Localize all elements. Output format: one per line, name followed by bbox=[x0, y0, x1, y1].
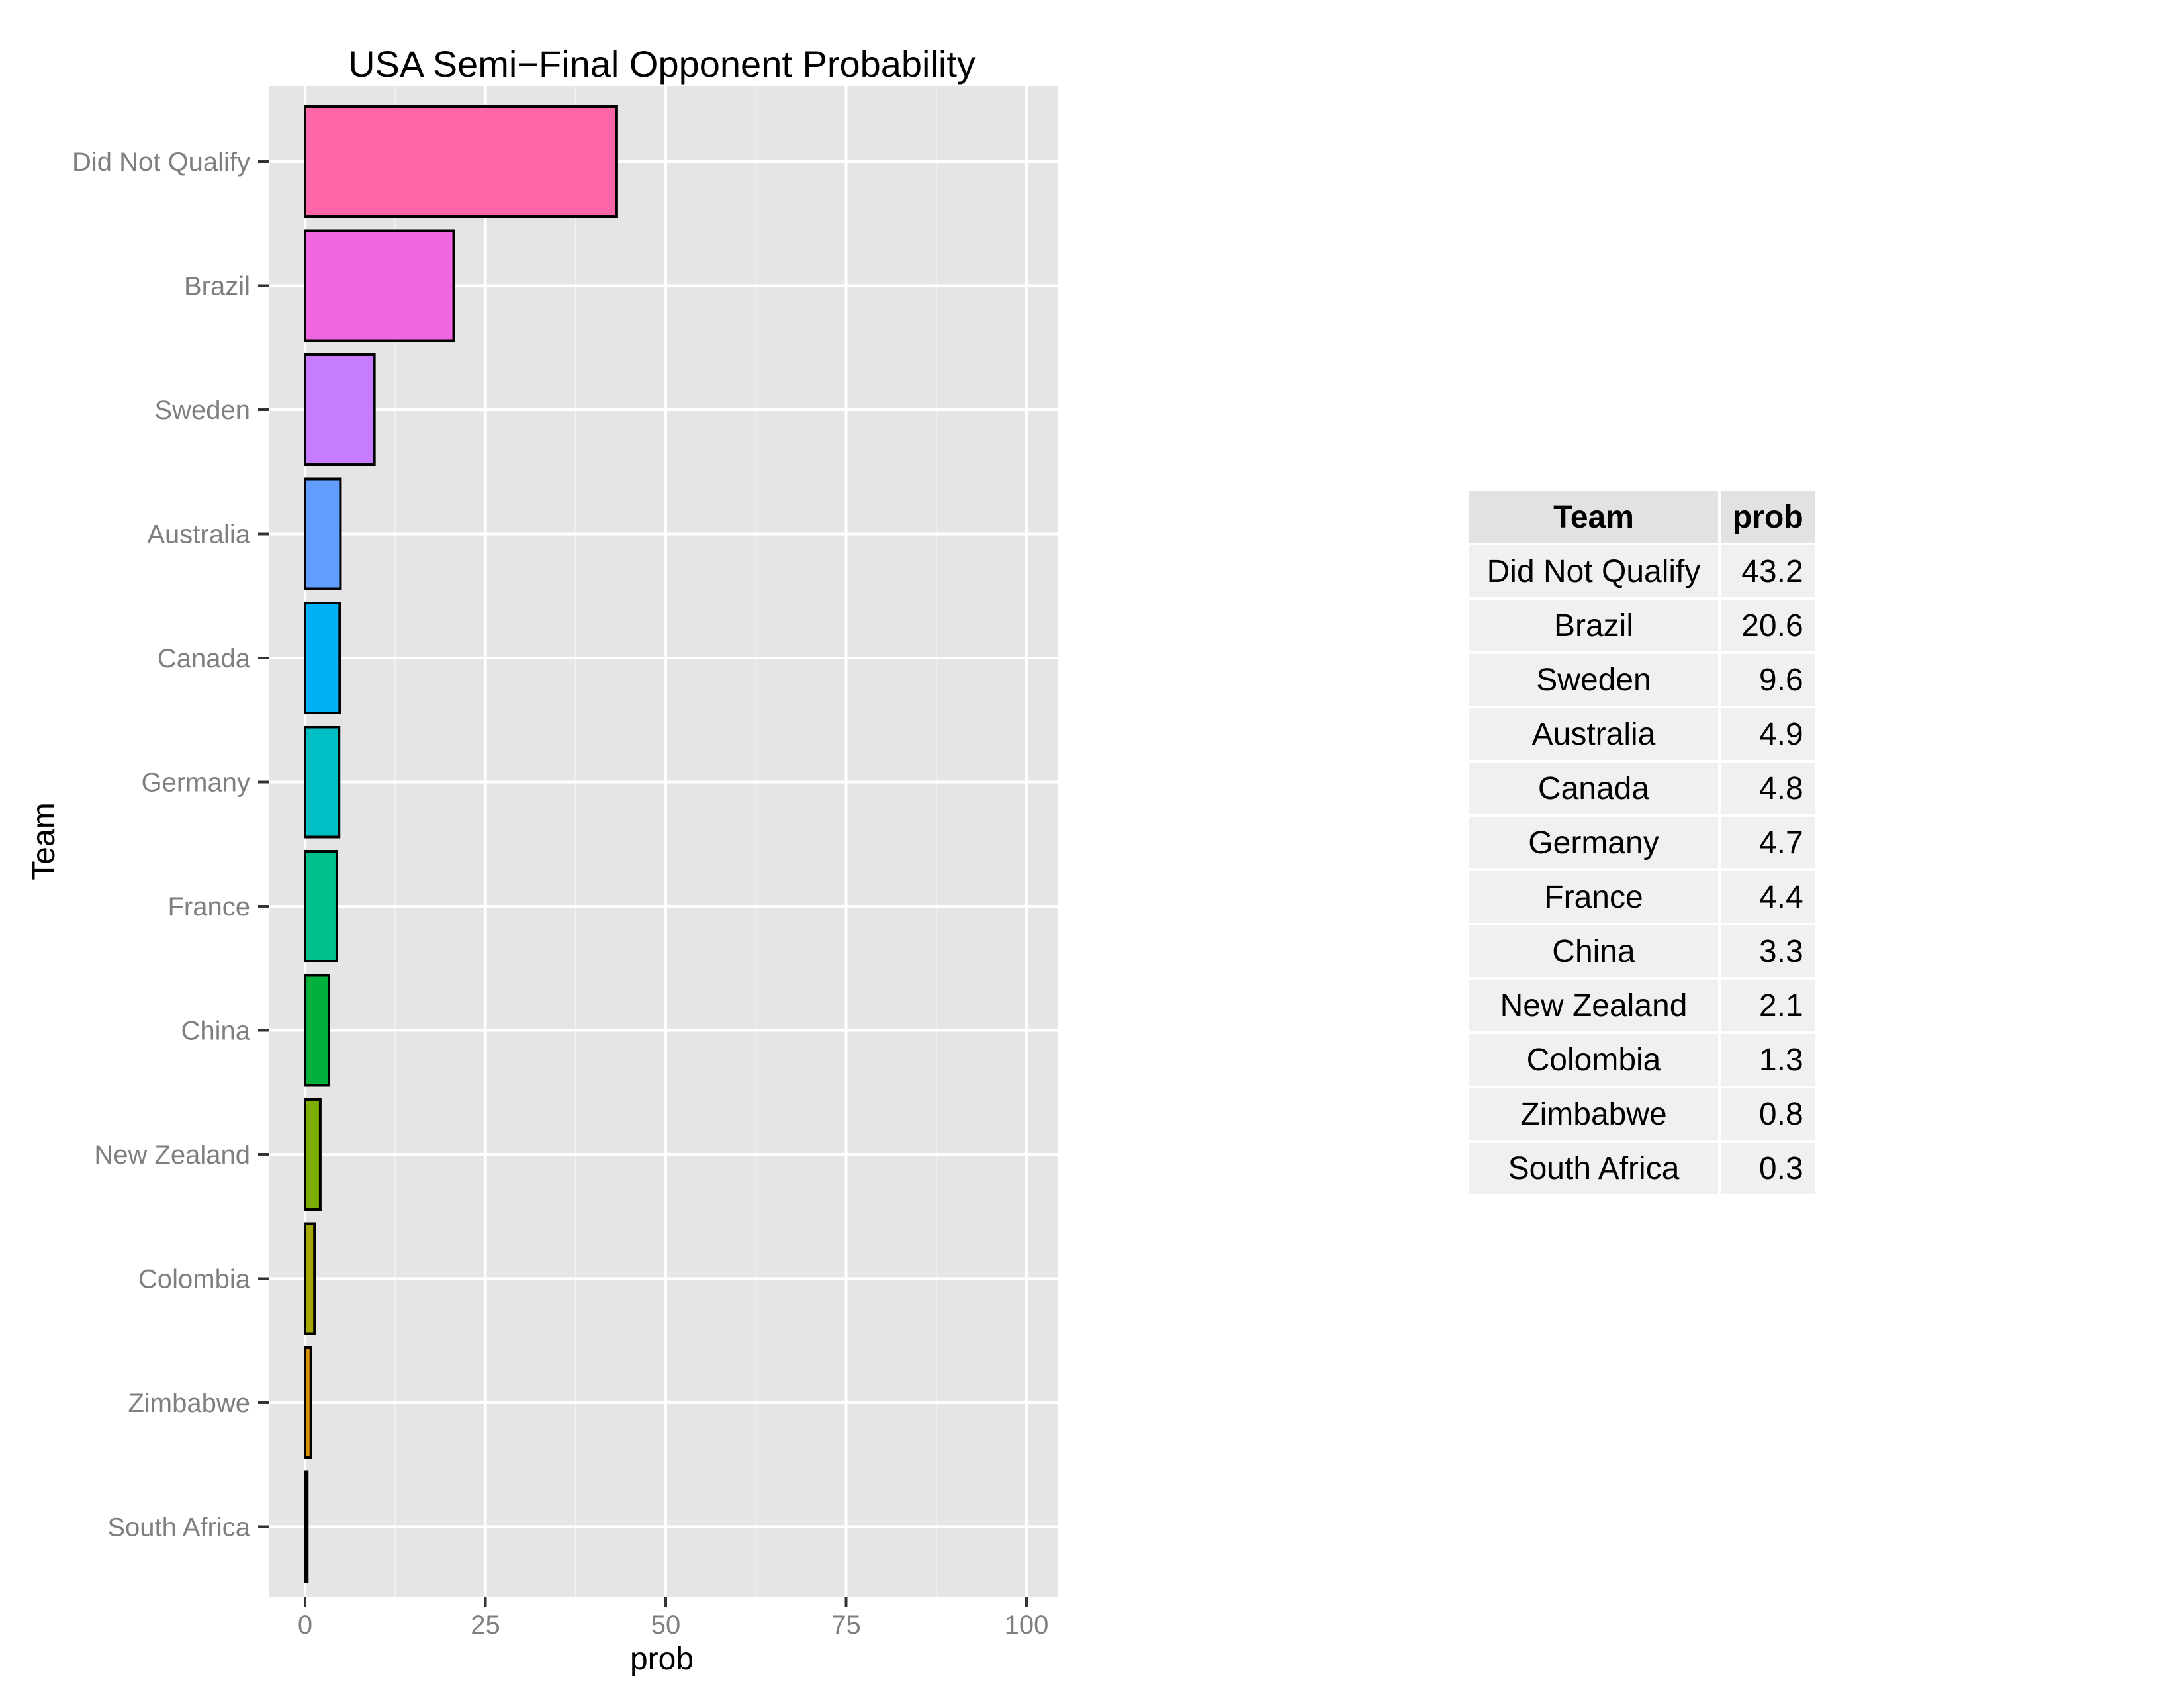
column-header-team: Team bbox=[1469, 491, 1718, 543]
table-row: Germany 4.7 bbox=[1469, 817, 1815, 868]
table-row: Canada 4.8 bbox=[1469, 763, 1815, 814]
column-header-prob: prob bbox=[1721, 491, 1815, 543]
x-tick-label: 100 bbox=[1005, 1611, 1049, 1640]
table-header-row: Team prob bbox=[1469, 491, 1815, 543]
table-body: Did Not Qualify 43.2 Brazil 20.6 Sweden 9.6 Au… bbox=[1469, 545, 1815, 1194]
x-tick-label: 25 bbox=[471, 1611, 500, 1640]
bar-germany bbox=[304, 726, 341, 839]
table-cell-team: Canada bbox=[1469, 763, 1718, 814]
table-cell-prob: 4.9 bbox=[1721, 708, 1815, 760]
bar-chart: Did Not Qualify Brazil Sweden Australia Cana… bbox=[26, 43, 1058, 1677]
table-cell-team: Did Not Qualify bbox=[1469, 545, 1718, 597]
x-tick-label: 75 bbox=[831, 1611, 861, 1640]
table-cell-prob: 9.6 bbox=[1721, 654, 1815, 706]
table-row: France 4.4 bbox=[1469, 871, 1815, 923]
y-axis: Did Not Qualify Brazil Sweden Australia Cana… bbox=[72, 148, 269, 1542]
table-cell-prob: 43.2 bbox=[1721, 545, 1815, 597]
bar-sweden bbox=[304, 353, 376, 466]
bar-australia bbox=[304, 477, 342, 590]
x-axis: 0 25 50 75 100 bbox=[298, 1597, 1049, 1640]
table-row: Did Not Qualify 43.2 bbox=[1469, 545, 1815, 597]
bar-france bbox=[304, 850, 338, 962]
table-row: Sweden 9.6 bbox=[1469, 654, 1815, 706]
table-cell-prob: 0.8 bbox=[1721, 1088, 1815, 1140]
table-row: Colombia 1.3 bbox=[1469, 1034, 1815, 1086]
y-tick-label: France bbox=[168, 892, 251, 921]
bar-new-zealand bbox=[304, 1098, 322, 1211]
bar-canada bbox=[304, 602, 341, 714]
probability-table: Team prob Did Not Qualify 43.2 Brazil 20.6 S… bbox=[1467, 489, 1818, 1197]
table-cell-team: Zimbabwe bbox=[1469, 1088, 1718, 1140]
y-tick-label: Brazil bbox=[184, 272, 250, 301]
table-row: Brazil 20.6 bbox=[1469, 600, 1815, 651]
y-tick-label: New Zealand bbox=[94, 1141, 250, 1170]
gridlines bbox=[269, 86, 1058, 1597]
x-axis-title: prob bbox=[630, 1642, 694, 1677]
table-cell-team: Germany bbox=[1469, 817, 1718, 868]
table-cell-team: Colombia bbox=[1469, 1034, 1718, 1086]
y-tick-label: Did Not Qualify bbox=[72, 148, 250, 177]
table-cell-prob: 20.6 bbox=[1721, 600, 1815, 651]
y-tick-label: Sweden bbox=[154, 396, 250, 425]
y-tick-label: Zimbabwe bbox=[128, 1389, 250, 1418]
table-row: New Zealand 2.1 bbox=[1469, 980, 1815, 1031]
table-cell-prob: 0.3 bbox=[1721, 1143, 1815, 1194]
table-cell-prob: 2.1 bbox=[1721, 980, 1815, 1031]
table-cell-prob: 3.3 bbox=[1721, 925, 1815, 977]
bar-china bbox=[304, 974, 330, 1087]
table-row: Zimbabwe 0.8 bbox=[1469, 1088, 1815, 1140]
table-cell-team: Brazil bbox=[1469, 600, 1718, 651]
bar-colombia bbox=[304, 1222, 316, 1335]
y-axis-title: Team bbox=[26, 802, 62, 880]
table-cell-prob: 4.4 bbox=[1721, 871, 1815, 923]
bar-did-not-qualify bbox=[304, 105, 618, 218]
y-tick-label: Colombia bbox=[138, 1265, 251, 1294]
y-tick-label: Canada bbox=[158, 644, 251, 673]
y-tick-label: South Africa bbox=[107, 1513, 250, 1542]
bar-brazil bbox=[304, 229, 455, 342]
table-cell-prob: 4.7 bbox=[1721, 817, 1815, 868]
bar-zimbabwe bbox=[304, 1346, 312, 1459]
x-tick-label: 50 bbox=[651, 1611, 681, 1640]
table-cell-team: New Zealand bbox=[1469, 980, 1718, 1031]
table-cell-team: Australia bbox=[1469, 708, 1718, 760]
table-row: China 3.3 bbox=[1469, 925, 1815, 977]
table-cell-team: South Africa bbox=[1469, 1143, 1718, 1194]
table-cell-prob: 4.8 bbox=[1721, 763, 1815, 814]
table-row: South Africa 0.3 bbox=[1469, 1143, 1815, 1194]
table-cell-prob: 1.3 bbox=[1721, 1034, 1815, 1086]
x-tick-label: 0 bbox=[298, 1611, 312, 1640]
chart-title: USA Semi−Final Opponent Probability bbox=[348, 43, 976, 85]
y-tick-label: Germany bbox=[142, 769, 251, 798]
y-tick-label: Australia bbox=[147, 520, 250, 549]
table-row: Australia 4.9 bbox=[1469, 708, 1815, 760]
bars bbox=[304, 105, 618, 1583]
table-cell-team: Sweden bbox=[1469, 654, 1718, 706]
bar-south-africa bbox=[304, 1470, 309, 1583]
table-cell-team: France bbox=[1469, 871, 1718, 923]
table-cell-team: China bbox=[1469, 925, 1718, 977]
y-tick-label: China bbox=[181, 1017, 250, 1046]
